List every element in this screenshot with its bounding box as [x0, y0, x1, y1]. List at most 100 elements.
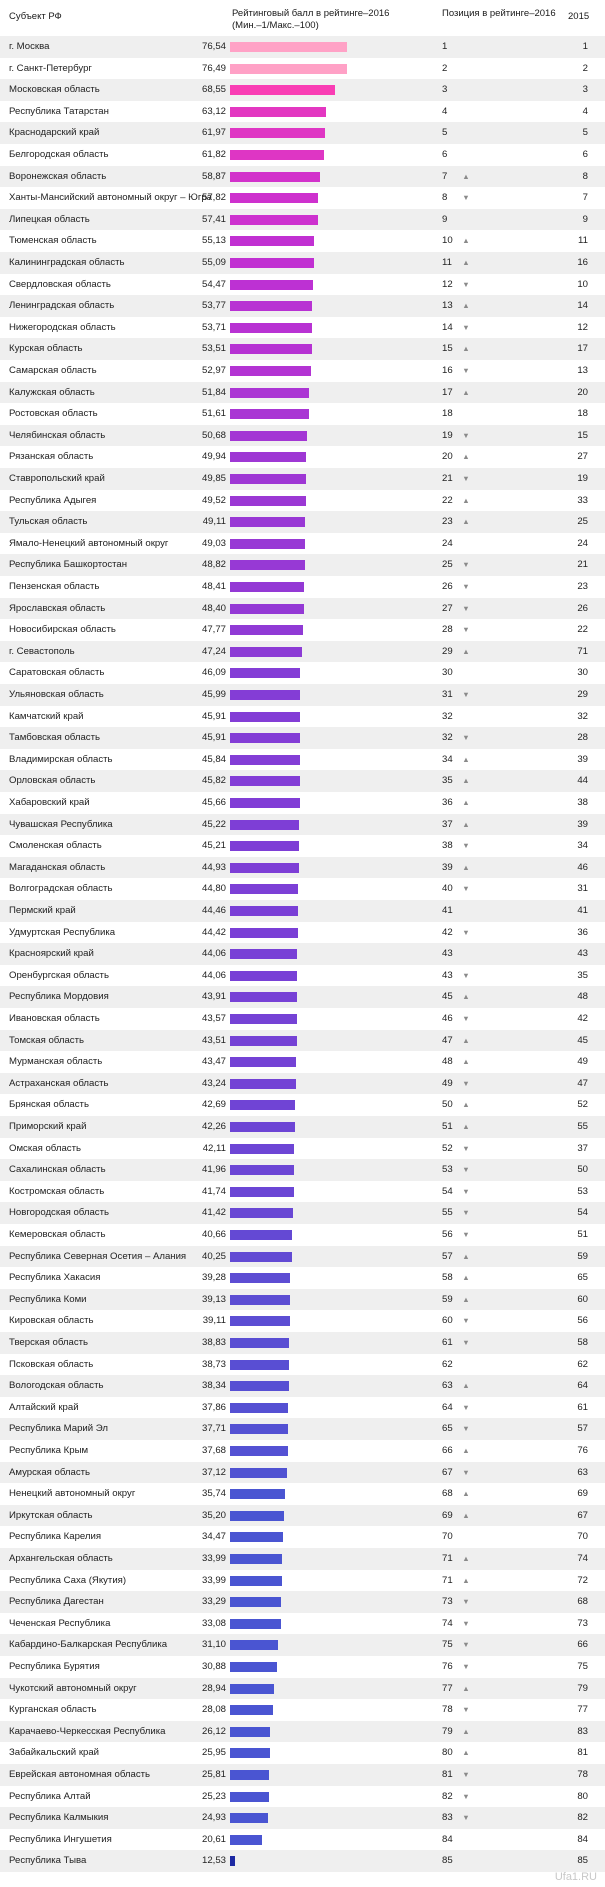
- region-name: Сахалинская область: [9, 1164, 106, 1176]
- trend-down-icon: ▼: [462, 1640, 470, 1650]
- position-2016: 42: [442, 926, 453, 938]
- score-bar: [230, 387, 310, 398]
- score-label: 35,74: [201, 1488, 226, 1500]
- table-row: Карачаево-Черкесская Республика 26,12 79 ▲ 8…: [0, 1720, 605, 1743]
- table-row: Курская область 53,51 15 ▲ 17: [0, 338, 605, 360]
- table-row: Ямало-Ненецкий автономный округ 49,03 24 24: [0, 533, 605, 555]
- position-2015: 15: [577, 429, 588, 441]
- trend-up-icon: ▲: [462, 1294, 470, 1304]
- region-name: Кемеровская область: [9, 1229, 106, 1240]
- position-2015: 62: [577, 1358, 588, 1370]
- score-label: 76,54: [201, 41, 226, 52]
- position-2015: 74: [577, 1553, 588, 1564]
- score-label: 31,10: [201, 1639, 226, 1651]
- score-bar: [230, 128, 325, 139]
- table-row: Костромская область 41,74 54 ▼ 53: [0, 1181, 605, 1203]
- position-2016: 29: [442, 645, 453, 657]
- position-2016: 30: [442, 667, 453, 679]
- position-2015: 6: [582, 149, 588, 160]
- score-label: 33,08: [201, 1617, 226, 1629]
- score-label: 45,84: [201, 753, 226, 765]
- score-label: 48,40: [201, 602, 226, 614]
- trend-up-icon: ▲: [462, 862, 470, 872]
- table-row: Республика Хакасия 39,28 58 ▲ 65: [0, 1267, 605, 1289]
- region-name: Магаданская область: [9, 861, 106, 873]
- position-2016: 56: [442, 1229, 453, 1240]
- position-2016: 32: [442, 710, 453, 722]
- position-2015: 37: [577, 1142, 588, 1154]
- region-name: Нижегородская область: [9, 321, 116, 333]
- region-name: Кировская область: [9, 1315, 94, 1327]
- score-bar: [230, 150, 325, 160]
- score-label: 39,13: [201, 1293, 226, 1305]
- table-row: Красноярский край 44,06 43 43: [0, 943, 605, 965]
- table-row: Московская область 68,55 3 3: [0, 79, 605, 101]
- position-2015: 8: [582, 170, 588, 182]
- position-2016: 34: [442, 753, 453, 765]
- score-bar: [230, 603, 304, 614]
- score-bar: [230, 236, 315, 247]
- table-row: Омская область 42,11 52 ▼ 37: [0, 1138, 605, 1160]
- score-label: 49,94: [201, 451, 226, 463]
- score-bar: [230, 214, 318, 225]
- score-bar: [230, 884, 299, 895]
- score-label: 25,81: [201, 1769, 226, 1780]
- position-2015: 70: [577, 1531, 588, 1543]
- region-name: Вологодская область: [9, 1380, 104, 1392]
- position-2015: 16: [577, 257, 588, 268]
- position-2016: 19: [442, 429, 453, 441]
- position-2016: 57: [442, 1250, 453, 1262]
- score-label: 45,66: [201, 797, 226, 808]
- position-2016: 55: [442, 1207, 453, 1219]
- position-2015: 25: [577, 516, 588, 528]
- position-2016: 63: [442, 1380, 453, 1392]
- score-bar: [230, 1770, 270, 1780]
- trend-up-icon: ▲: [462, 1489, 470, 1499]
- position-2016: 43: [442, 948, 453, 960]
- region-name: Чукотский автономный округ: [9, 1682, 137, 1694]
- trend-down-icon: ▼: [462, 582, 470, 591]
- position-2016: 21: [442, 473, 453, 484]
- table-row: Кировская область 39,11 60 ▼ 56: [0, 1310, 605, 1332]
- region-name: Ростовская область: [9, 408, 98, 420]
- position-2016: 4: [442, 105, 448, 117]
- table-row: г. Москва 76,54 1 1: [0, 36, 605, 58]
- table-row: Республика Крым 37,68 66 ▲ 76: [0, 1440, 605, 1462]
- score-label: 49,11: [202, 516, 226, 528]
- score-label: 43,47: [201, 1056, 226, 1068]
- score-label: 42,26: [201, 1121, 226, 1132]
- region-name: Алтайский край: [9, 1401, 79, 1413]
- score-label: 47,77: [201, 624, 226, 636]
- table-row: Тверская область 38,83 61 ▼ 58: [0, 1332, 605, 1354]
- position-2015: 76: [577, 1445, 588, 1456]
- trend-none-icon: [461, 122, 471, 144]
- table-row: Орловская область 45,82 35 ▲ 44: [0, 770, 605, 792]
- position-2016: 5: [442, 127, 448, 139]
- trend-up-icon: ▲: [462, 452, 470, 462]
- trend-down-icon: ▼: [462, 1338, 470, 1347]
- region-name: Белгородская область: [9, 149, 109, 160]
- table-row: Забайкальский край 25,95 80 ▲ 81: [0, 1742, 605, 1764]
- score-bar: [230, 366, 311, 376]
- position-2015: 42: [577, 1013, 588, 1024]
- trend-down-icon: ▼: [462, 1208, 470, 1218]
- score-label: 45,21: [201, 840, 226, 852]
- region-name: Республика Алтай: [9, 1790, 91, 1802]
- score-label: 44,06: [201, 969, 226, 981]
- position-2015: 38: [577, 797, 588, 808]
- table-row: Республика Карелия 34,47 70 70: [0, 1526, 605, 1548]
- score-bar: [230, 1057, 297, 1068]
- score-label: 57,41: [201, 213, 226, 225]
- position-2016: 2: [442, 62, 448, 74]
- position-2015: 4: [582, 105, 588, 117]
- region-name: Новосибирская область: [9, 624, 116, 636]
- region-name: Удмуртская Республика: [9, 926, 116, 938]
- position-2015: 56: [577, 1315, 588, 1327]
- score-label: 38,83: [201, 1337, 226, 1348]
- score-label: 39,11: [202, 1315, 226, 1327]
- score-label: 28,94: [201, 1682, 226, 1694]
- region-name: Омская область: [9, 1142, 81, 1154]
- position-2016: 28: [442, 624, 453, 636]
- position-2016: 70: [442, 1531, 453, 1543]
- score-bar: [230, 171, 320, 182]
